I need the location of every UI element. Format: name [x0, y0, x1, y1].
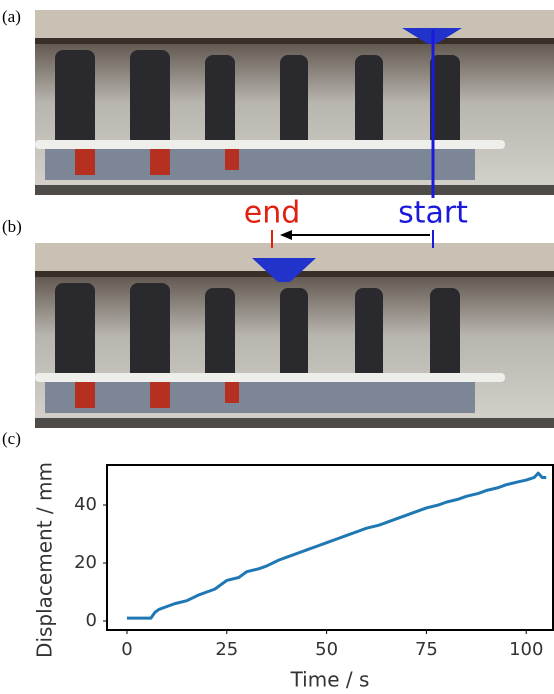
panel-label: (b): [2, 217, 22, 236]
x-tick-label: 75: [415, 639, 438, 660]
end-label: end: [244, 196, 301, 231]
y-axis-label: Displacement / mm: [33, 462, 57, 658]
y-tick-label: 0: [86, 610, 97, 631]
x-axis-label: Time / s: [290, 668, 370, 692]
data-line: [126, 471, 547, 620]
y-tick-label: 40: [74, 494, 97, 515]
start-label: start: [398, 196, 468, 231]
arrow-head: [280, 230, 292, 240]
marker: [252, 258, 316, 282]
chart: 0 25 50 75 100 0 20 40 Time / s Displacement / mm: [33, 462, 554, 692]
x-tick-label: 25: [215, 639, 238, 660]
panel-label: (c): [2, 429, 21, 448]
x-tick-label: 50: [315, 639, 338, 660]
panel-label: (a): [2, 7, 21, 26]
x-tick-label: 100: [509, 639, 543, 660]
y-tick-label: 20: [74, 552, 97, 573]
plot-frame: [106, 464, 554, 631]
x-tick-label: 0: [121, 639, 132, 660]
photo-a: [35, 10, 554, 195]
